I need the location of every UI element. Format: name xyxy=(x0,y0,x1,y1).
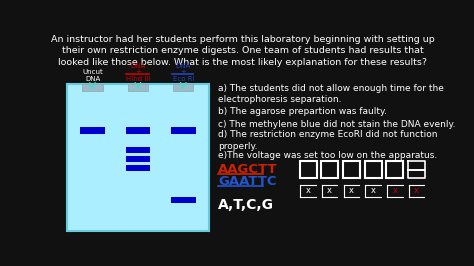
Bar xyxy=(321,161,338,178)
Text: DNA
+
Eco RI: DNA + Eco RI xyxy=(173,63,194,82)
Bar xyxy=(128,84,148,91)
Bar xyxy=(171,127,196,134)
Bar xyxy=(126,147,150,153)
Text: c) The methylene blue did not stain the DNA evenly.: c) The methylene blue did not stain the … xyxy=(218,120,456,130)
Bar xyxy=(126,165,150,171)
Text: d) The restriction enzyme EcoRI did not function
properly.: d) The restriction enzyme EcoRI did not … xyxy=(218,131,438,151)
Text: x: x xyxy=(327,186,332,195)
Bar xyxy=(300,161,317,178)
Text: x: x xyxy=(306,186,310,195)
Text: x: x xyxy=(371,186,375,195)
Text: AAGCTT: AAGCTT xyxy=(218,163,278,176)
Text: Uncut
DNA: Uncut DNA xyxy=(82,69,103,82)
Bar xyxy=(126,156,150,162)
Text: e)The voltage was set too low on the apparatus.: e)The voltage was set too low on the app… xyxy=(218,151,438,160)
Text: An instructor had her students perform this laboratory beginning with setting up: An instructor had her students perform t… xyxy=(51,35,435,67)
Bar xyxy=(365,161,382,178)
Bar xyxy=(126,127,150,134)
Bar xyxy=(82,84,102,91)
Bar xyxy=(171,197,196,203)
Bar xyxy=(386,161,403,178)
Text: A,T,C,G: A,T,C,G xyxy=(218,198,274,212)
Text: DNA
+
Hind III: DNA + Hind III xyxy=(126,63,150,82)
Text: b) The agarose prepartion was faulty.: b) The agarose prepartion was faulty. xyxy=(218,107,387,117)
Text: x: x xyxy=(392,186,397,195)
Text: GAATTC: GAATTC xyxy=(218,175,277,188)
Text: x: x xyxy=(414,186,419,195)
Bar xyxy=(67,84,209,231)
Bar xyxy=(173,84,193,91)
Text: a) The students did not allow enough time for the
electrophoresis separation.: a) The students did not allow enough tim… xyxy=(218,84,444,104)
Bar xyxy=(343,161,360,178)
Text: x: x xyxy=(349,186,354,195)
Bar xyxy=(80,127,105,134)
